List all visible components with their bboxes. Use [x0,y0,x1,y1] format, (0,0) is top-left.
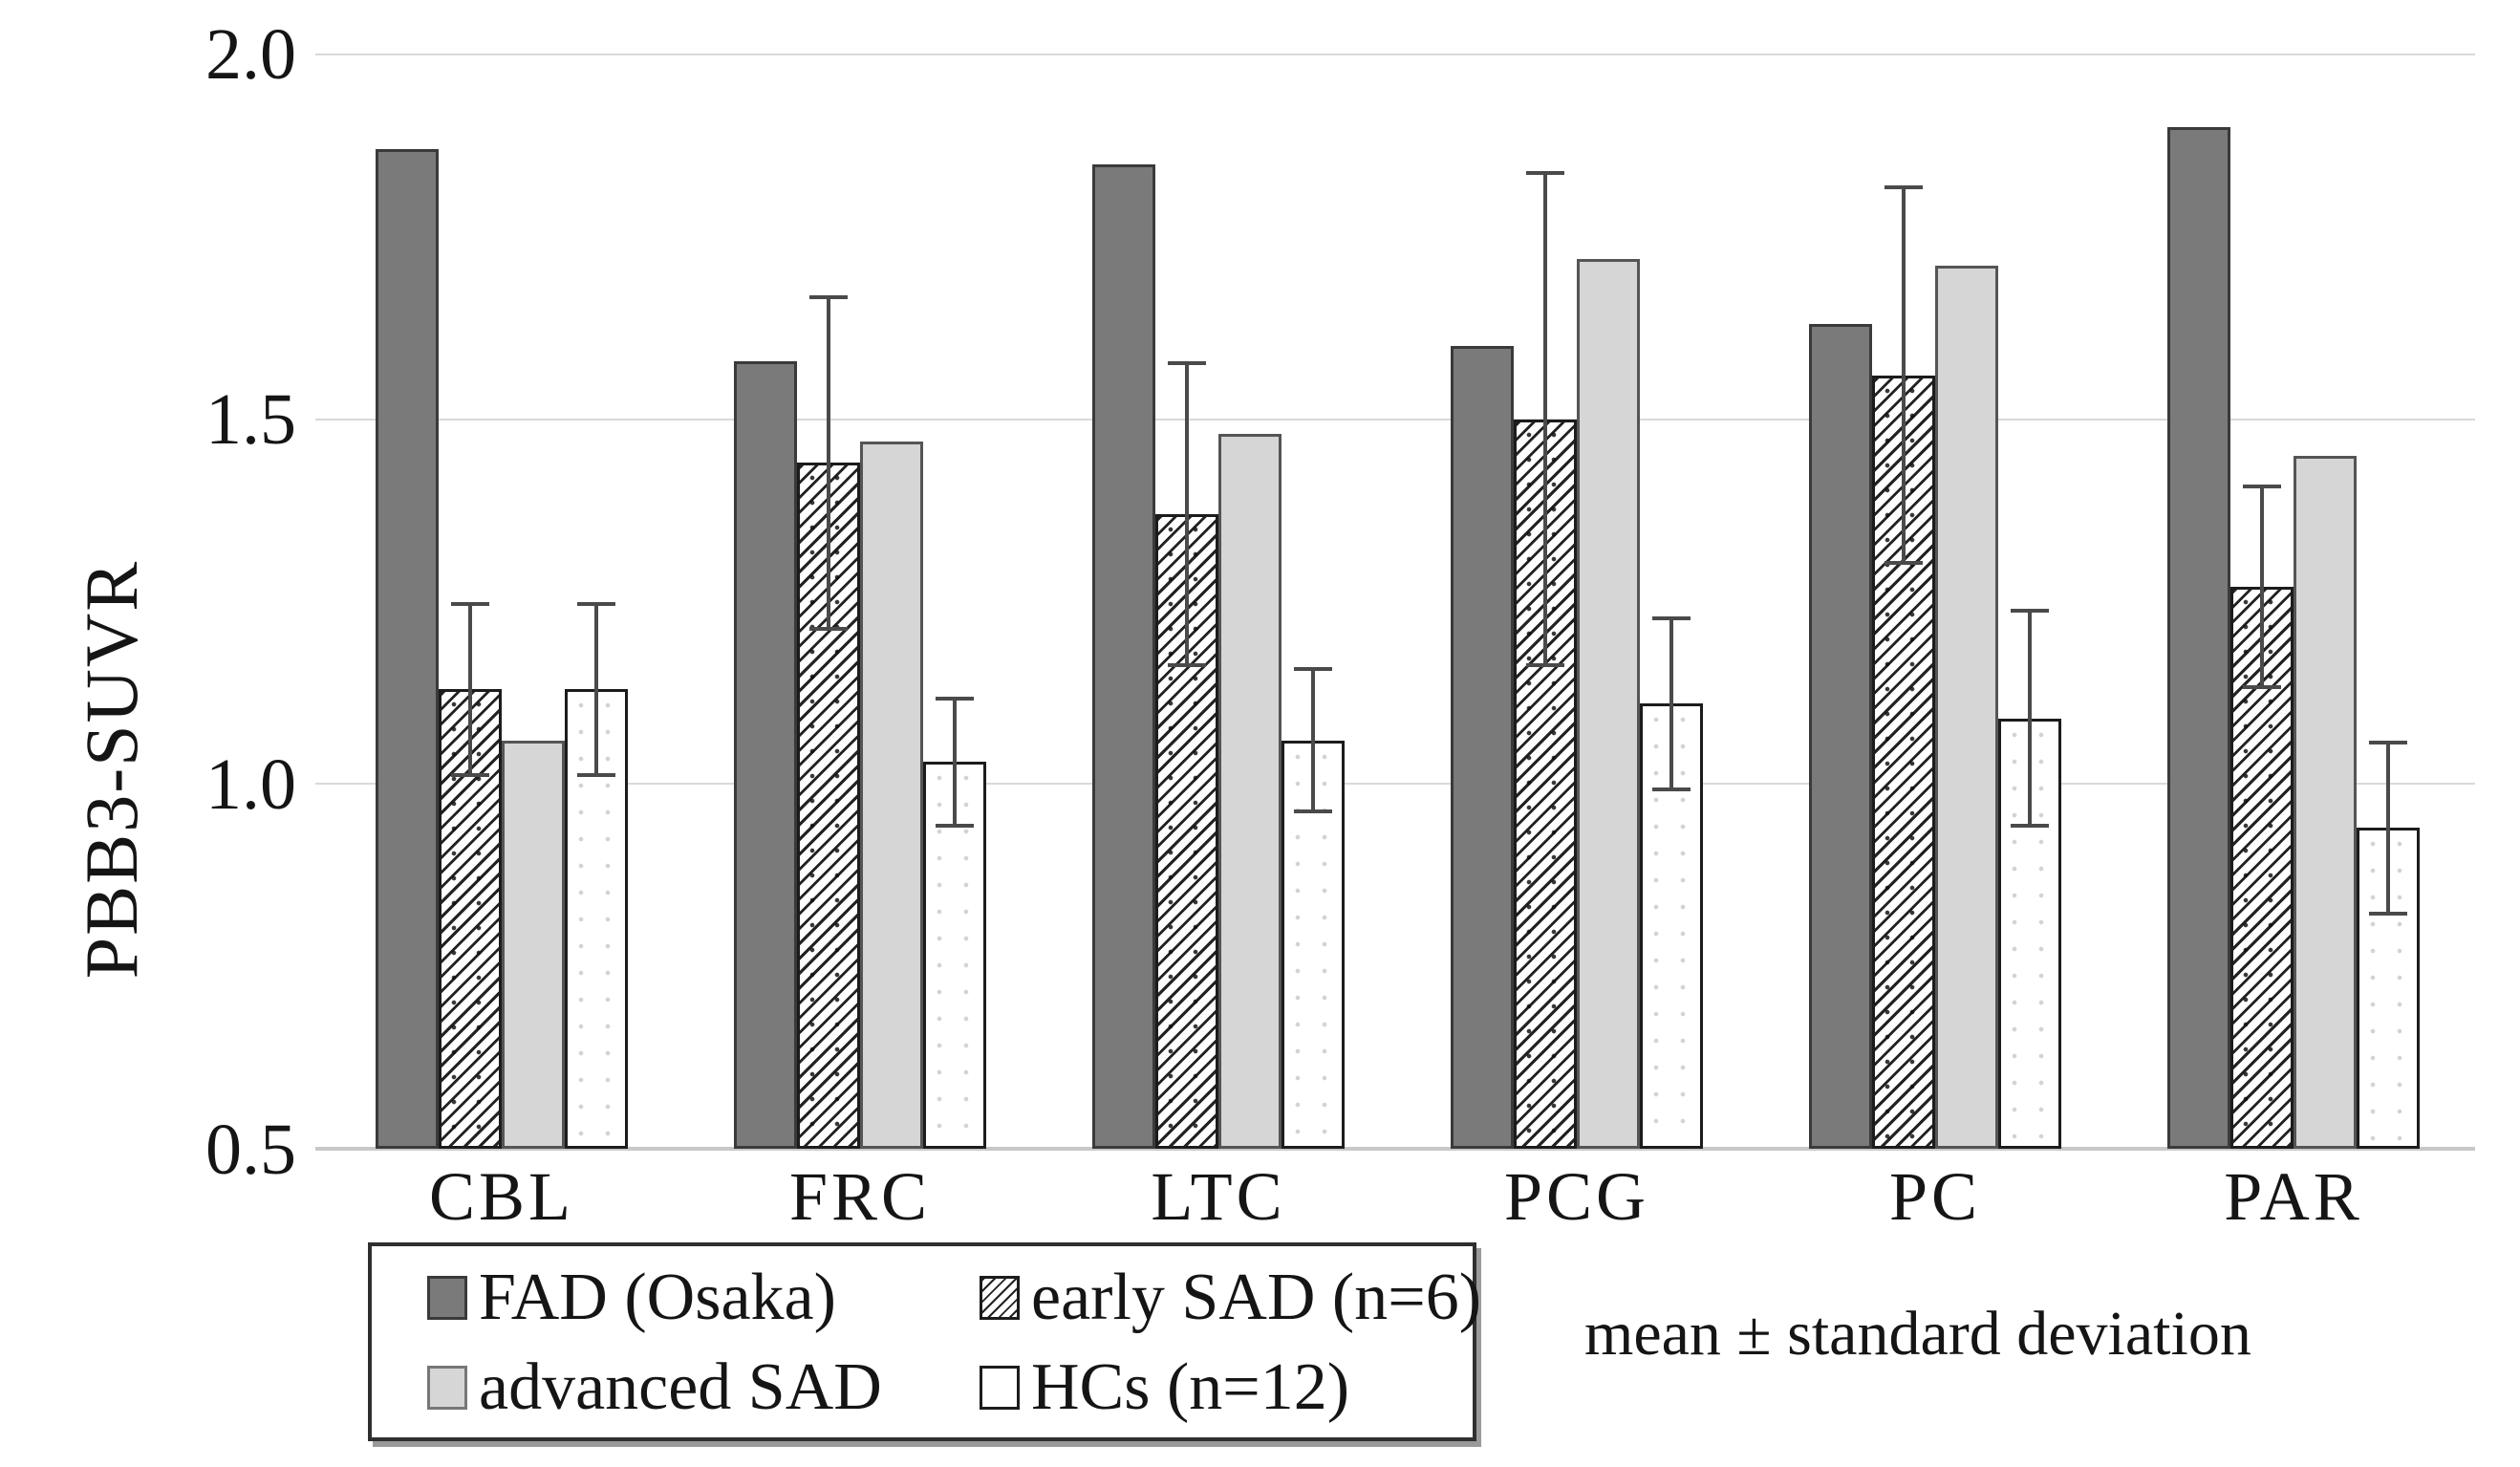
error-bar-hcs-n-12-cbl [577,601,615,777]
hcs-swatch-icon [980,1366,1020,1410]
error-bar-cap-bottom [2369,911,2407,916]
gridline-1-0 [315,783,2475,785]
error-bar-cap-bottom [451,772,489,777]
legend-box: FAD (Osaka) early SAD (n=6) advanced SAD… [368,1242,1481,1441]
error-bar-hcs-n-12-pc [2011,609,2049,829]
bar-advanced-sad-par [2294,455,2357,1149]
legend-label-early-sad: early SAD (n=6) [1031,1261,1482,1334]
error-bar-cap-top [1652,615,1691,620]
error-bar-cap-bottom [1526,663,1564,668]
error-bar-cap-top [1294,667,1332,672]
error-bar-line [1669,615,1673,791]
error-bar-line [1543,171,1547,668]
fad-swatch-icon [427,1276,467,1320]
bar-advanced-sad-pcg [1577,258,1640,1149]
error-bar-early-sad-n-6-ltc [1168,360,1206,668]
error-bar-line [594,601,598,777]
error-bar-cap-bottom [2243,685,2281,690]
error-bar-note: mean ± standard deviation [1584,1299,2251,1369]
advanced-sad-swatch-icon [427,1366,467,1410]
error-bar-cap-bottom [577,772,615,777]
x-tick-label-par: PAR [2224,1158,2363,1235]
y-tick-label-1-5: 1.5 [205,379,296,460]
error-bar-cap-top [2011,609,2049,614]
bar-hcs-n-12-ltc [1282,740,1345,1149]
x-tick-label-frc: FRC [788,1158,932,1235]
error-bar-cap-top [1168,360,1206,365]
error-bar-cap-bottom [936,824,974,829]
error-bar-hcs-n-12-ltc [1294,667,1332,813]
error-bar-line [953,696,957,829]
bar-fad-osaka-pcg [1451,346,1514,1149]
error-bar-cap-bottom [1885,561,1923,566]
error-bar-line [827,294,830,632]
legend-label-fad: FAD (Osaka) [479,1261,836,1334]
bar-advanced-sad-cbl [502,740,565,1149]
error-bar-early-sad-n-6-cbl [451,601,489,777]
error-bar-early-sad-n-6-frc [809,294,848,632]
error-bar-hcs-n-12-par [2369,740,2407,916]
bar-fad-osaka-par [2167,127,2230,1149]
x-axis-line [315,1147,2475,1151]
early-sad-swatch-icon [980,1276,1020,1320]
error-bar-cap-top [2369,740,2407,744]
x-tick-label-pcg: PCG [1503,1158,1650,1235]
error-bar-line [1185,360,1189,668]
legend-label-advanced-sad: advanced SAD [479,1350,882,1424]
y-tick-label-2-0: 2.0 [205,14,296,95]
bar-fad-osaka-cbl [376,149,439,1149]
error-bar-cap-top [1526,171,1564,176]
error-bar-cap-bottom [1652,787,1691,791]
error-bar-cap-bottom [809,627,848,632]
error-bar-cap-bottom [1168,663,1206,668]
bar-fad-osaka-pc [1809,324,1872,1149]
bar-early-sad-n-6-pcg [1514,419,1577,1149]
legend-label-hcs: HCs (n=12) [1031,1350,1350,1424]
error-bar-line [468,601,472,777]
bar-advanced-sad-frc [860,441,923,1149]
legend-item-fad: FAD (Osaka) [427,1254,836,1342]
error-bar-cap-top [1885,185,1923,190]
error-bar-early-sad-n-6-pc [1885,185,1923,566]
error-bar-line [2386,740,2390,916]
error-bar-hcs-n-12-frc [936,696,974,829]
error-bar-cap-bottom [2011,824,2049,829]
error-bar-cap-bottom [1294,809,1332,813]
error-bar-line [1311,667,1315,813]
bar-advanced-sad-pc [1935,266,1998,1149]
bar-early-sad-n-6-pc [1872,375,1935,1149]
error-bar-cap-top [451,601,489,606]
gridline-2-0 [315,54,2475,55]
gridline-1-5 [315,419,2475,421]
bar-fad-osaka-frc [734,360,797,1149]
legend-item-advanced-sad: advanced SAD [427,1344,882,1432]
bar-early-sad-n-6-par [2230,587,2294,1149]
error-bar-line [1902,185,1906,566]
y-tick-label-0-5: 0.5 [205,1110,296,1190]
y-tick-label-1-0: 1.0 [205,744,296,825]
x-tick-label-pc: PC [1888,1158,1982,1235]
legend-item-hcs: HCs (n=12) [980,1344,1349,1432]
error-bar-cap-top [577,601,615,606]
x-tick-label-ltc: LTC [1151,1158,1286,1235]
plot-area [315,54,2475,1151]
error-bar-line [2260,485,2264,690]
error-bar-cap-top [809,294,848,299]
bar-advanced-sad-ltc [1218,433,1282,1149]
error-bar-early-sad-n-6-pcg [1526,171,1564,668]
error-bar-line [2028,609,2032,829]
error-bar-cap-top [2243,485,2281,489]
error-bar-hcs-n-12-pcg [1652,615,1691,791]
error-bar-early-sad-n-6-par [2243,485,2281,690]
bar-fad-osaka-ltc [1092,163,1155,1149]
error-bar-cap-top [936,696,974,701]
x-tick-label-cbl: CBL [428,1158,575,1235]
legend-item-early-sad: early SAD (n=6) [980,1254,1481,1342]
